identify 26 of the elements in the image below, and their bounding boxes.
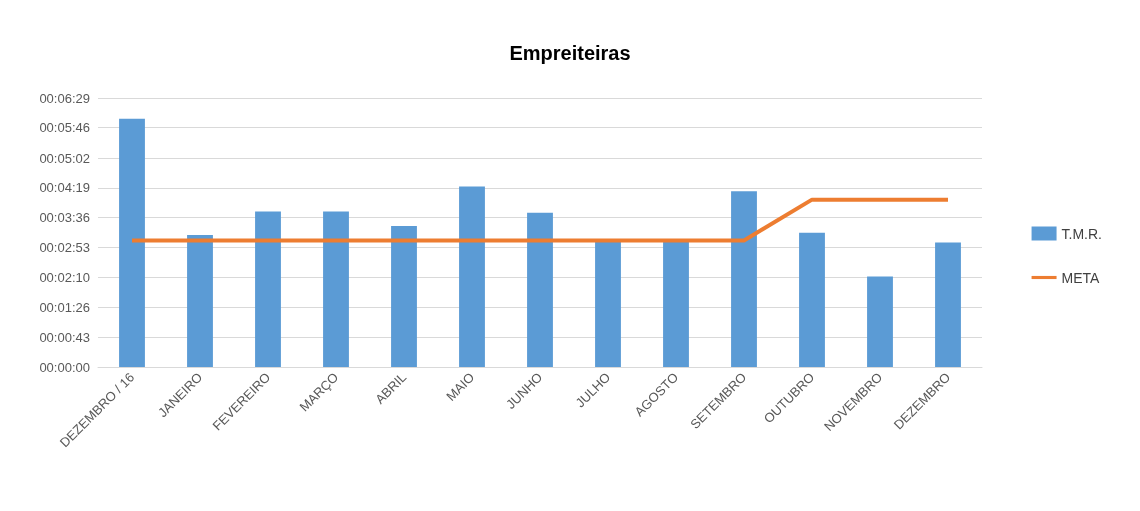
y-tick-label: 00:05:02 [39,150,90,166]
bar [595,240,621,367]
y-tick-label: 00:00:00 [39,359,90,375]
y-tick-label: 00:02:53 [39,239,90,255]
legend-label: T.M.R. [1061,225,1103,242]
bar [255,211,281,367]
y-tick-label: 00:04:19 [39,180,90,196]
y-tick-label: 00:03:36 [39,210,90,226]
bar [187,234,213,367]
chart-title: Empreiteiras [509,42,631,64]
bar [119,118,145,367]
bar [935,242,961,367]
y-tick-label: 00:01:26 [39,300,90,316]
bar [323,211,349,367]
bar [731,191,757,367]
bar [527,212,553,367]
bar [663,240,689,367]
legend-label: META [1061,269,1101,286]
y-tick-label: 00:00:43 [39,329,90,345]
bar [867,276,893,367]
y-tick-label: 00:05:46 [39,120,90,136]
y-tick-label: 00:06:29 [39,90,90,106]
bar [391,225,417,367]
bar [459,186,485,367]
y-tick-label: 00:02:10 [39,269,90,285]
bar [799,232,825,367]
